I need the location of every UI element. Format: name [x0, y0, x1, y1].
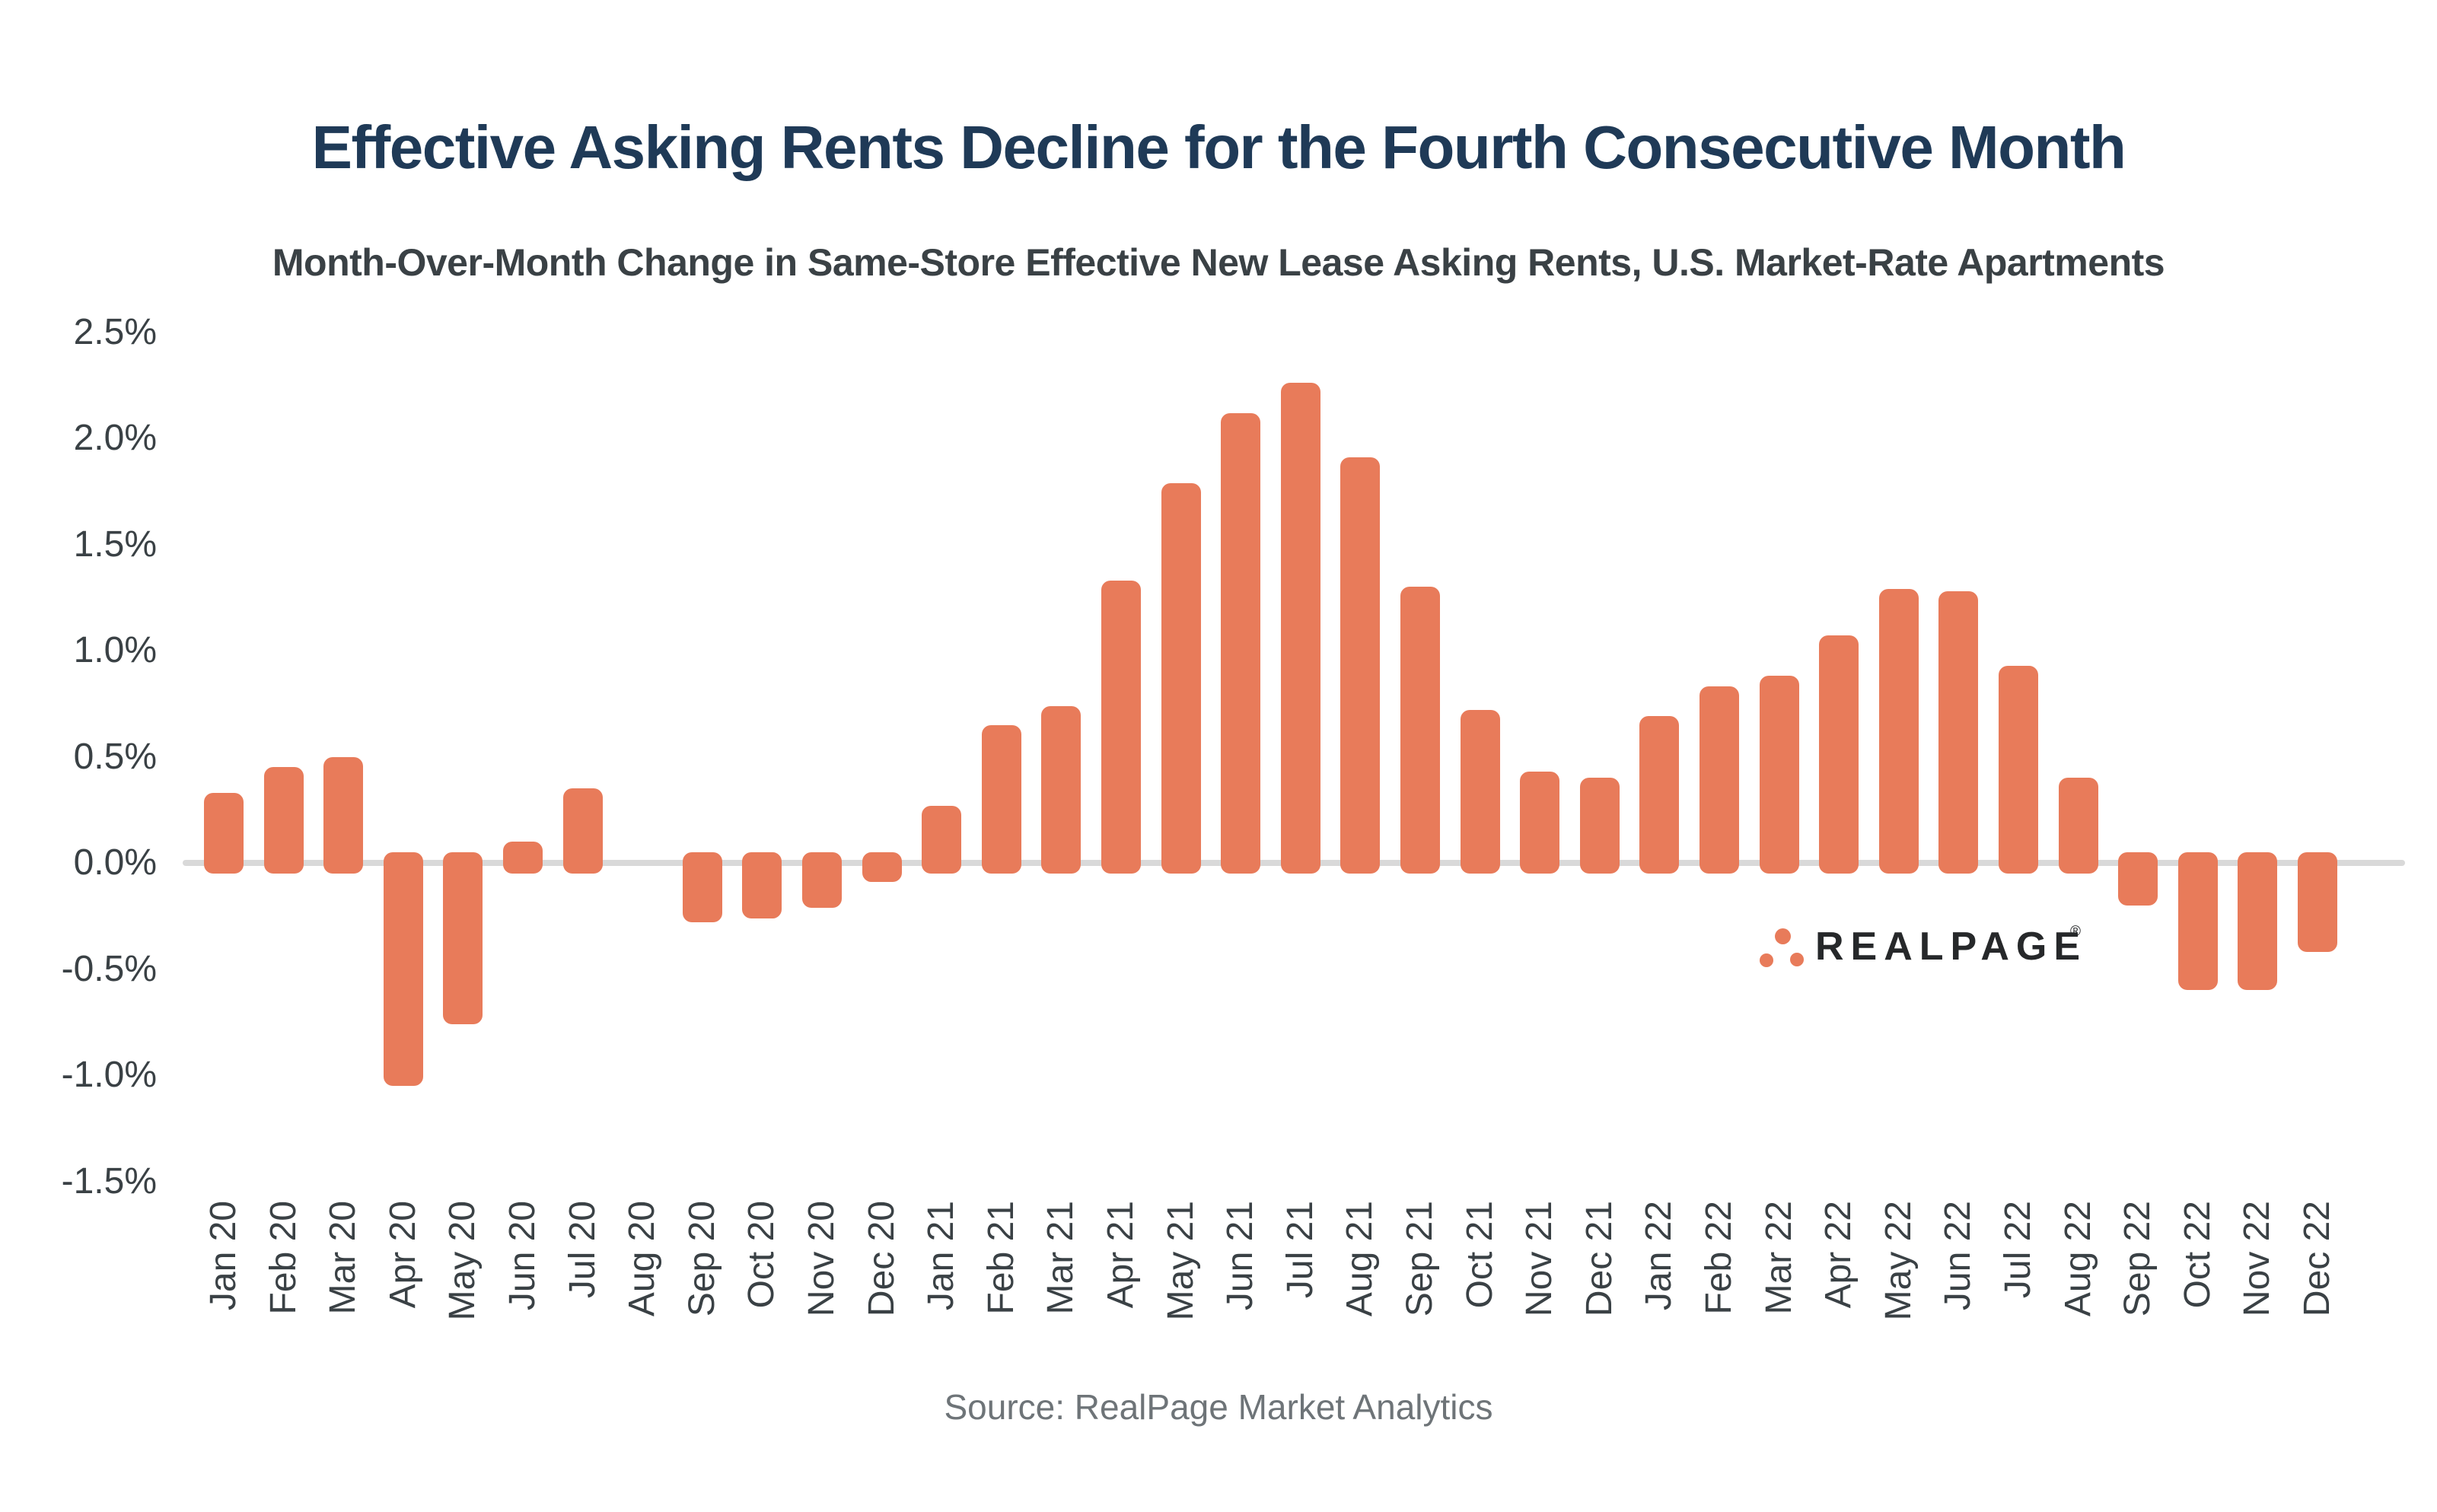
x-tick-label: Mar 20	[323, 1201, 364, 1315]
x-tick-label: May 22	[1878, 1201, 1919, 1321]
logo-dot-icon	[1775, 928, 1791, 944]
bar-Mar-21	[1041, 705, 1082, 874]
bar-Mar-22	[1759, 676, 1799, 874]
page-title: Effective Asking Rents Decline for the F…	[311, 113, 2126, 181]
x-tick-label: Oct 22	[2177, 1201, 2218, 1309]
x-tick-label: Sep 22	[2117, 1201, 2158, 1317]
bar-Dec-21	[1579, 778, 1620, 874]
bar-Jul-21	[1280, 383, 1320, 874]
x-tick-label: Nov 20	[801, 1201, 842, 1317]
bar-Jun-20	[503, 842, 543, 874]
bar-Jan-20	[204, 792, 244, 874]
y-tick-label: -0.5%	[61, 948, 157, 989]
bar-Jan-21	[922, 805, 962, 874]
y-tick-label: -1.0%	[61, 1055, 157, 1095]
x-tick-label: Sep 20	[681, 1201, 722, 1317]
bar-Jul-20	[562, 788, 603, 874]
x-tick-label: Oct 21	[1459, 1201, 1500, 1309]
bar-Oct-21	[1460, 710, 1500, 874]
x-tick-label: Feb 22	[1699, 1201, 1739, 1315]
x-tick-label: Apr 21	[1101, 1201, 1141, 1309]
bar-Sep-22	[2118, 852, 2158, 906]
bar-Nov-21	[1520, 772, 1560, 874]
source-note: Source: RealPage Market Analytics	[944, 1387, 1493, 1427]
bar-Dec-20	[862, 852, 902, 883]
x-tick-label: Aug 21	[1340, 1201, 1381, 1317]
y-tick-label: 1.5%	[73, 524, 157, 565]
bar-Feb-21	[981, 724, 1021, 874]
bar-Nov-22	[2238, 852, 2278, 991]
x-tick-label: Dec 21	[1578, 1201, 1620, 1317]
y-tick-label: 1.0%	[73, 630, 157, 670]
x-tick-label: Jul 21	[1279, 1201, 1320, 1299]
x-tick-label: Apr 20	[382, 1201, 423, 1309]
bar-Jun-22	[1938, 590, 1979, 874]
x-tick-label: Aug 20	[622, 1201, 663, 1317]
realpage-logo: REALPAGE ®	[1757, 922, 2091, 991]
bar-May-20	[443, 852, 483, 1025]
x-tick-label: May 21	[1160, 1201, 1201, 1321]
bar-Oct-22	[2177, 852, 2218, 991]
bar-Feb-22	[1700, 686, 1739, 874]
bar-Aug-21	[1340, 457, 1381, 874]
y-tick-label: 2.5%	[73, 311, 157, 352]
x-tick-label: Feb 21	[980, 1201, 1021, 1315]
x-tick-label: Jun 20	[502, 1201, 543, 1311]
bar-Sep-20	[682, 852, 722, 923]
x-tick-label: Jun 22	[1938, 1201, 1979, 1311]
bar-Jan-22	[1639, 716, 1680, 874]
y-tick-label: 0.0%	[73, 842, 157, 883]
y-tick-label: 2.0%	[73, 418, 157, 458]
bar-Mar-20	[323, 756, 364, 874]
registered-mark-icon: ®	[2070, 924, 2081, 940]
bar-Apr-22	[1819, 635, 1859, 874]
bar-Dec-22	[2298, 852, 2337, 953]
logo-dot-icon	[1790, 953, 1804, 966]
x-tick-label: Sep 21	[1400, 1201, 1440, 1317]
logo-dot-icon	[1760, 953, 1773, 967]
x-tick-label: Oct 20	[741, 1201, 782, 1309]
y-tick-label: 0.5%	[73, 736, 157, 777]
x-tick-label: Mar 22	[1758, 1201, 1799, 1315]
bar-Sep-21	[1400, 587, 1440, 874]
x-tick-label: Dec 22	[2297, 1201, 2337, 1317]
bar-Apr-21	[1101, 580, 1141, 874]
logo-wordmark: REALPAGE	[1815, 925, 2088, 969]
x-tick-label: Feb 20	[263, 1201, 304, 1315]
x-tick-label: Nov 22	[2237, 1201, 2278, 1317]
y-tick-label: -1.5%	[61, 1160, 157, 1202]
x-tick-label: Jun 21	[1220, 1201, 1261, 1311]
x-tick-label: Jan 21	[921, 1201, 962, 1311]
bar-Feb-20	[263, 767, 304, 874]
bar-Jun-21	[1221, 412, 1261, 874]
bar-Oct-20	[742, 852, 782, 918]
bar-Jul-22	[1999, 665, 2038, 874]
x-tick-label: Aug 22	[2057, 1201, 2098, 1317]
x-tick-label: Jul 22	[1998, 1201, 2038, 1299]
x-tick-label: Jan 20	[203, 1201, 244, 1311]
x-tick-label: Nov 21	[1519, 1201, 1560, 1317]
bar-May-22	[1878, 589, 1919, 874]
bar-Aug-22	[2058, 778, 2098, 874]
bar-Nov-20	[802, 852, 842, 908]
chart-subtitle: Month-Over-Month Change in Same-Store Ef…	[272, 241, 2165, 284]
x-tick-label: Apr 22	[1818, 1201, 1859, 1309]
x-tick-label: Jan 22	[1639, 1201, 1680, 1311]
x-tick-label: Dec 20	[861, 1201, 902, 1317]
x-tick-label: Mar 21	[1040, 1201, 1082, 1315]
bar-Apr-20	[383, 852, 423, 1086]
x-tick-label: May 20	[442, 1201, 483, 1321]
x-tick-label: Jul 20	[562, 1201, 603, 1299]
bar-May-21	[1161, 482, 1201, 874]
